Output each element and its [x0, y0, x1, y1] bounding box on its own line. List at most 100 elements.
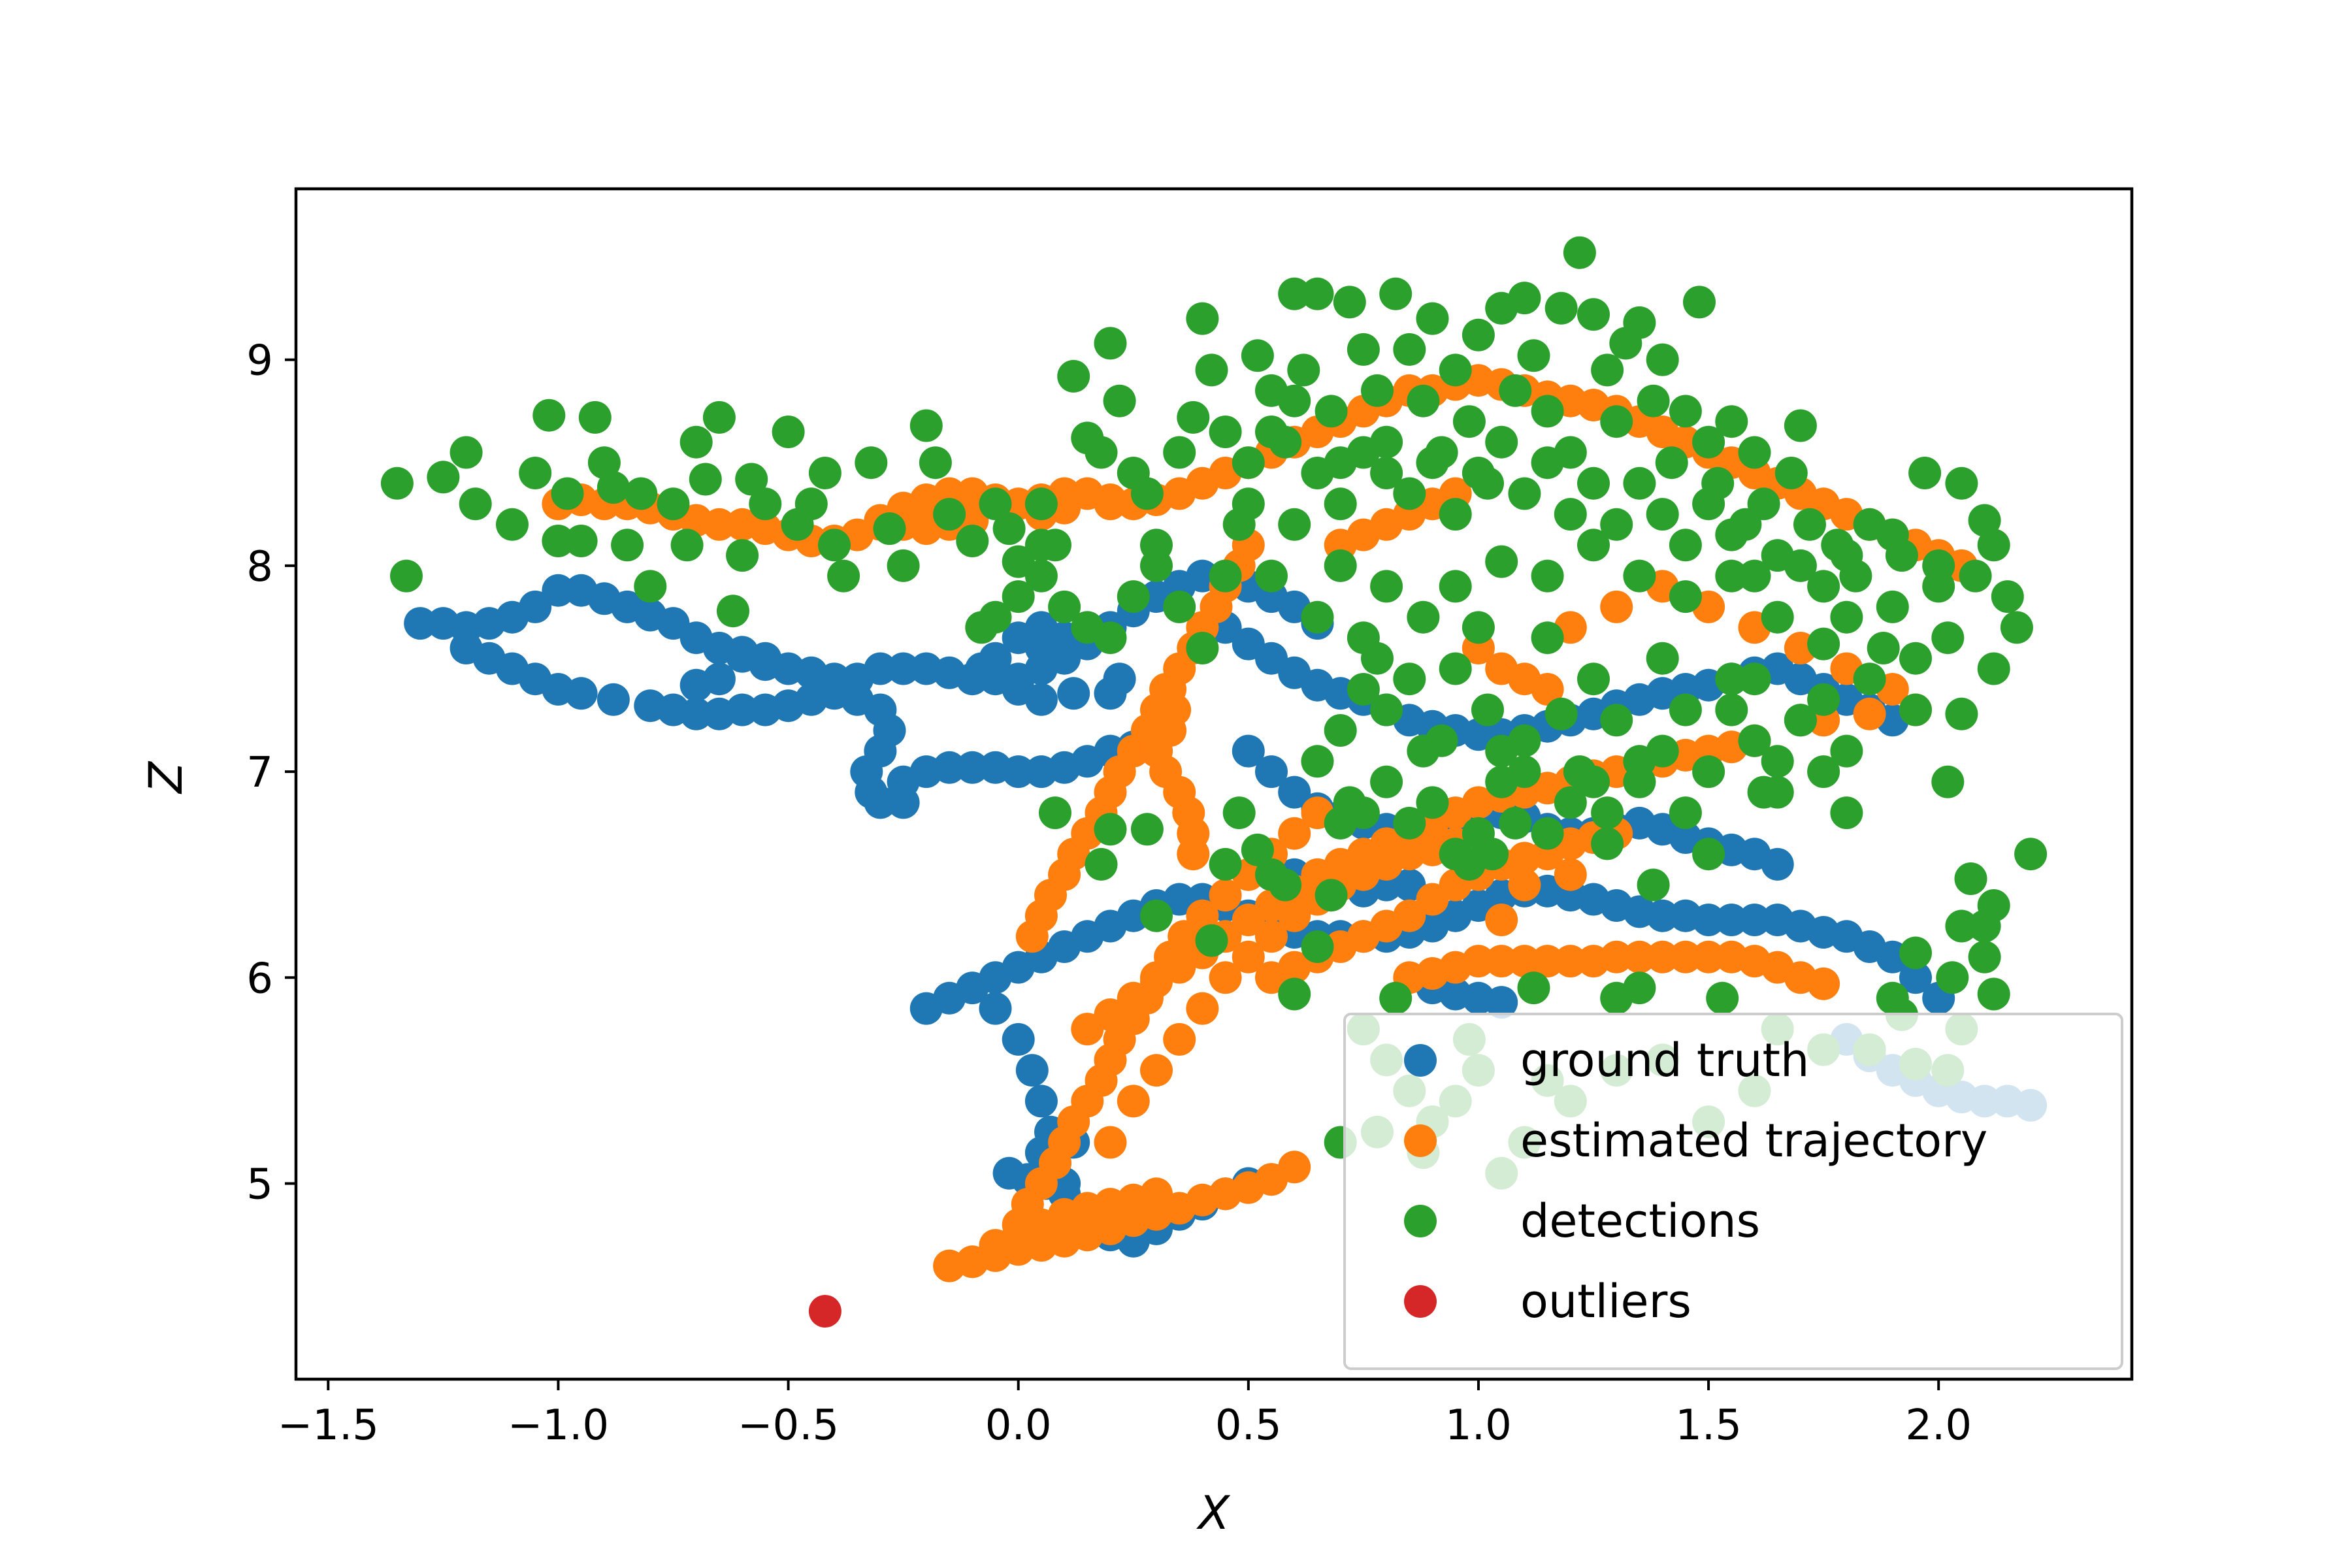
point-2-207 [1393, 806, 1426, 840]
x-axis: −1.5 −1.0 −0.5 0.0 0.5 1.0 1.5 2.0 [278, 1379, 1972, 1450]
point-2-46 [1085, 436, 1118, 469]
point-2-196 [1241, 833, 1274, 866]
x-tick-label: 1.0 [1445, 1401, 1512, 1450]
point-2-177 [1163, 590, 1196, 623]
point-1-227 [1094, 487, 1127, 521]
point-0-88 [1024, 683, 1058, 716]
point-1-76 [1117, 981, 1150, 1015]
point-2-53 [1177, 400, 1210, 434]
point-2-215 [1499, 806, 1532, 840]
point-2-260 [1439, 498, 1472, 531]
point-2-116 [1899, 642, 1932, 675]
x-tick-label: 1.5 [1675, 1401, 1742, 1450]
point-2-3 [449, 436, 483, 469]
point-1-40 [1209, 879, 1242, 912]
point-0-138 [1002, 1022, 1035, 1056]
point-2-201 [1315, 879, 1348, 912]
point-1-146 [1623, 940, 1656, 973]
point-2-179 [1117, 580, 1150, 613]
point-0-69 [1002, 755, 1035, 789]
y-tick-label: 6 [246, 955, 273, 1003]
point-2-231 [1747, 776, 1780, 809]
point-2-15 [625, 477, 658, 510]
point-2-34 [887, 549, 920, 582]
point-2-192 [1140, 899, 1173, 932]
point-2-89 [1591, 353, 1624, 387]
point-2-72 [1393, 333, 1426, 366]
point-2-272 [1715, 518, 1748, 551]
point-0-212 [1761, 847, 1794, 881]
point-2-107 [1793, 508, 1826, 541]
point-1-140 [1485, 945, 1518, 978]
point-2-13 [596, 471, 630, 504]
point-2-95 [1655, 446, 1688, 480]
point-0-89 [1057, 677, 1090, 710]
point-2-271 [1692, 487, 1725, 521]
point-2-14 [611, 529, 644, 562]
point-2-232 [1761, 745, 1794, 778]
point-0-124 [1646, 899, 1679, 932]
point-2-267 [1600, 508, 1633, 541]
point-2-117 [1908, 457, 1942, 489]
point-2-31 [827, 559, 860, 593]
point-1-240 [1531, 673, 1564, 706]
point-2-8 [542, 525, 575, 557]
point-1-110 [1232, 940, 1265, 973]
point-2-24 [735, 463, 768, 496]
point-1-43 [1278, 817, 1311, 850]
point-2-264 [1531, 446, 1564, 480]
point-2-119 [1931, 621, 1965, 655]
point-2-74 [1416, 302, 1449, 335]
point-2-162 [1471, 693, 1504, 727]
point-2-227 [1692, 838, 1725, 871]
point-0-46 [596, 683, 630, 716]
point-2-170 [1324, 549, 1357, 582]
x-tick-label: −1.0 [508, 1401, 609, 1450]
point-2-126 [1977, 652, 2010, 685]
point-2-174 [1232, 487, 1265, 521]
legend-marker [1404, 1124, 1437, 1157]
point-2-67 [1333, 286, 1366, 319]
point-2-82 [1508, 282, 1541, 315]
point-2-158 [1544, 697, 1578, 730]
point-2-237 [1324, 714, 1357, 747]
point-2-93 [1637, 384, 1670, 417]
point-2-5 [496, 508, 529, 541]
point-2-21 [702, 400, 736, 434]
point-2-238 [1347, 673, 1380, 706]
point-2-262 [1485, 425, 1518, 459]
point-2-200 [1301, 930, 1334, 963]
point-2-257 [1370, 457, 1403, 489]
point-0-103 [1163, 883, 1196, 916]
point-2-25 [749, 487, 782, 521]
point-2-296 [1623, 972, 1656, 1005]
point-2-144 [1830, 796, 1863, 830]
point-0-5 [519, 590, 552, 623]
point-1-126 [1393, 899, 1426, 932]
point-1-156 [1508, 868, 1541, 902]
point-2-17 [657, 487, 690, 521]
point-1-106 [1140, 1054, 1173, 1087]
point-2-58 [1232, 446, 1265, 480]
point-2-248 [1761, 600, 1794, 634]
legend-label: estimated trajectory [1520, 1114, 1987, 1168]
point-2-175 [1209, 559, 1242, 593]
point-2-268 [1623, 466, 1656, 500]
legend: ground truth estimated trajectory detectio… [1343, 1013, 2123, 1370]
point-2-37 [933, 498, 966, 531]
point-2-42 [1024, 487, 1058, 521]
point-2-168 [1370, 570, 1403, 603]
point-1-109 [1209, 961, 1242, 994]
point-3-0 [808, 1295, 841, 1328]
point-2-133 [1945, 909, 1978, 943]
y-tick-label: 5 [246, 1161, 273, 1209]
point-0-86 [965, 652, 998, 685]
point-2-78 [1462, 318, 1495, 351]
point-2-214 [1485, 734, 1518, 768]
point-0-77 [749, 642, 782, 675]
point-2-127 [1945, 697, 1978, 730]
point-2-77 [1452, 405, 1486, 438]
point-0-139 [1015, 1054, 1049, 1087]
point-2-236 [1301, 745, 1334, 778]
plot-frame [294, 187, 2134, 1381]
